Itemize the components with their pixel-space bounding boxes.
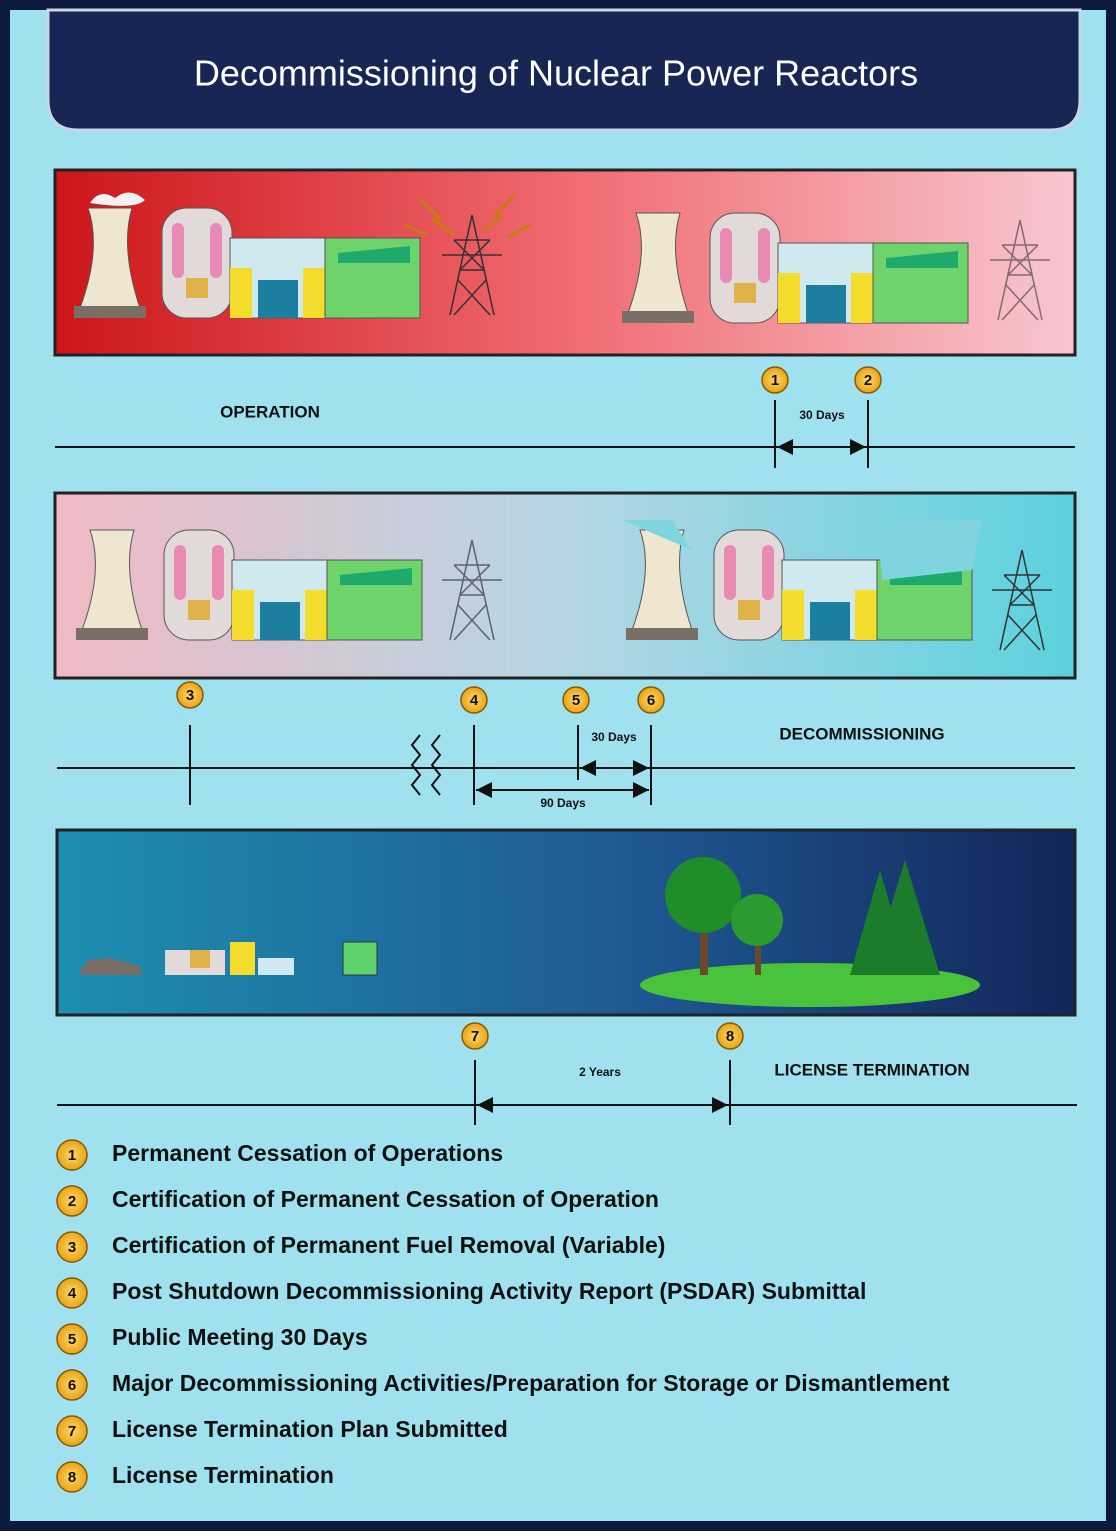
step-number: 8 [726, 1028, 734, 1045]
step-badge [56, 1231, 88, 1263]
step-badge [460, 686, 488, 714]
remnants [190, 950, 210, 968]
step-number: 2 [864, 372, 872, 389]
power-bolts [404, 193, 531, 239]
remnants [80, 958, 142, 975]
step-badge [637, 686, 665, 714]
partly-dismantled-plant [622, 520, 982, 580]
legend-text: Certification of Permanent Cessation of … [112, 1186, 659, 1212]
operating-plant [73, 192, 421, 319]
interval-label: 30 Days [799, 408, 845, 422]
interval-label: 2 Years [579, 1065, 621, 1079]
step-number: 1 [771, 372, 779, 389]
step-number: 6 [647, 692, 655, 709]
step-badge [56, 1461, 88, 1493]
step-badge [461, 1022, 489, 1050]
restored-site [731, 894, 783, 946]
legend-text: Major Decommissioning Activities/Prepara… [112, 1370, 950, 1396]
step-number: 4 [470, 692, 479, 709]
step-number: 6 [68, 1377, 76, 1394]
remnants [80, 941, 378, 976]
time-break [410, 734, 442, 796]
legend-text: Permanent Cessation of Operations [112, 1140, 503, 1166]
step-number: 5 [572, 692, 580, 709]
step-badge [562, 686, 590, 714]
step-badge [761, 366, 789, 394]
phase-label: LICENSE TERMINATION [774, 1060, 969, 1079]
restored-site [850, 860, 940, 975]
phase-label: DECOMMISSIONING [779, 724, 944, 743]
legend-text: License Termination Plan Submitted [112, 1416, 508, 1442]
step-badge [56, 1139, 88, 1171]
step-badge [56, 1369, 88, 1401]
step-number: 3 [68, 1239, 76, 1256]
step-badge [56, 1185, 88, 1217]
legend-text: Post Shutdown Decommissioning Activity R… [112, 1278, 866, 1304]
step-number: 7 [68, 1423, 76, 1440]
step-badge [176, 681, 204, 709]
legend-text: Public Meeting 30 Days [112, 1324, 368, 1350]
remnants [258, 958, 294, 975]
step-badge [716, 1022, 744, 1050]
phase-label: OPERATION [220, 402, 320, 421]
step-badge [56, 1415, 88, 1447]
restored-site [755, 920, 761, 975]
step-number: 1 [68, 1147, 76, 1164]
step-badge [56, 1323, 88, 1355]
step-badge [56, 1277, 88, 1309]
step-number: 5 [68, 1331, 76, 1348]
step-badge [854, 366, 882, 394]
restored-site [665, 857, 741, 933]
title-banner [46, 8, 1082, 132]
remnants [230, 942, 255, 975]
step-number: 7 [471, 1028, 479, 1045]
legend-text: License Termination [112, 1462, 334, 1488]
restored-site [640, 857, 980, 1007]
step-number: 4 [68, 1285, 77, 1302]
remnants [342, 941, 378, 976]
step-number: 8 [68, 1469, 76, 1486]
legend-text: Certification of Permanent Fuel Removal … [112, 1232, 665, 1258]
step-number: 2 [68, 1193, 76, 1210]
title: Decommissioning of Nuclear Power Reactor… [194, 53, 918, 94]
operating-plant [90, 192, 145, 206]
interval-label: 90 Days [540, 796, 586, 810]
restored-site [700, 900, 708, 975]
interval-label: 30 Days [591, 730, 637, 744]
partly-dismantled-plant [622, 520, 982, 641]
step-number: 3 [186, 687, 194, 704]
